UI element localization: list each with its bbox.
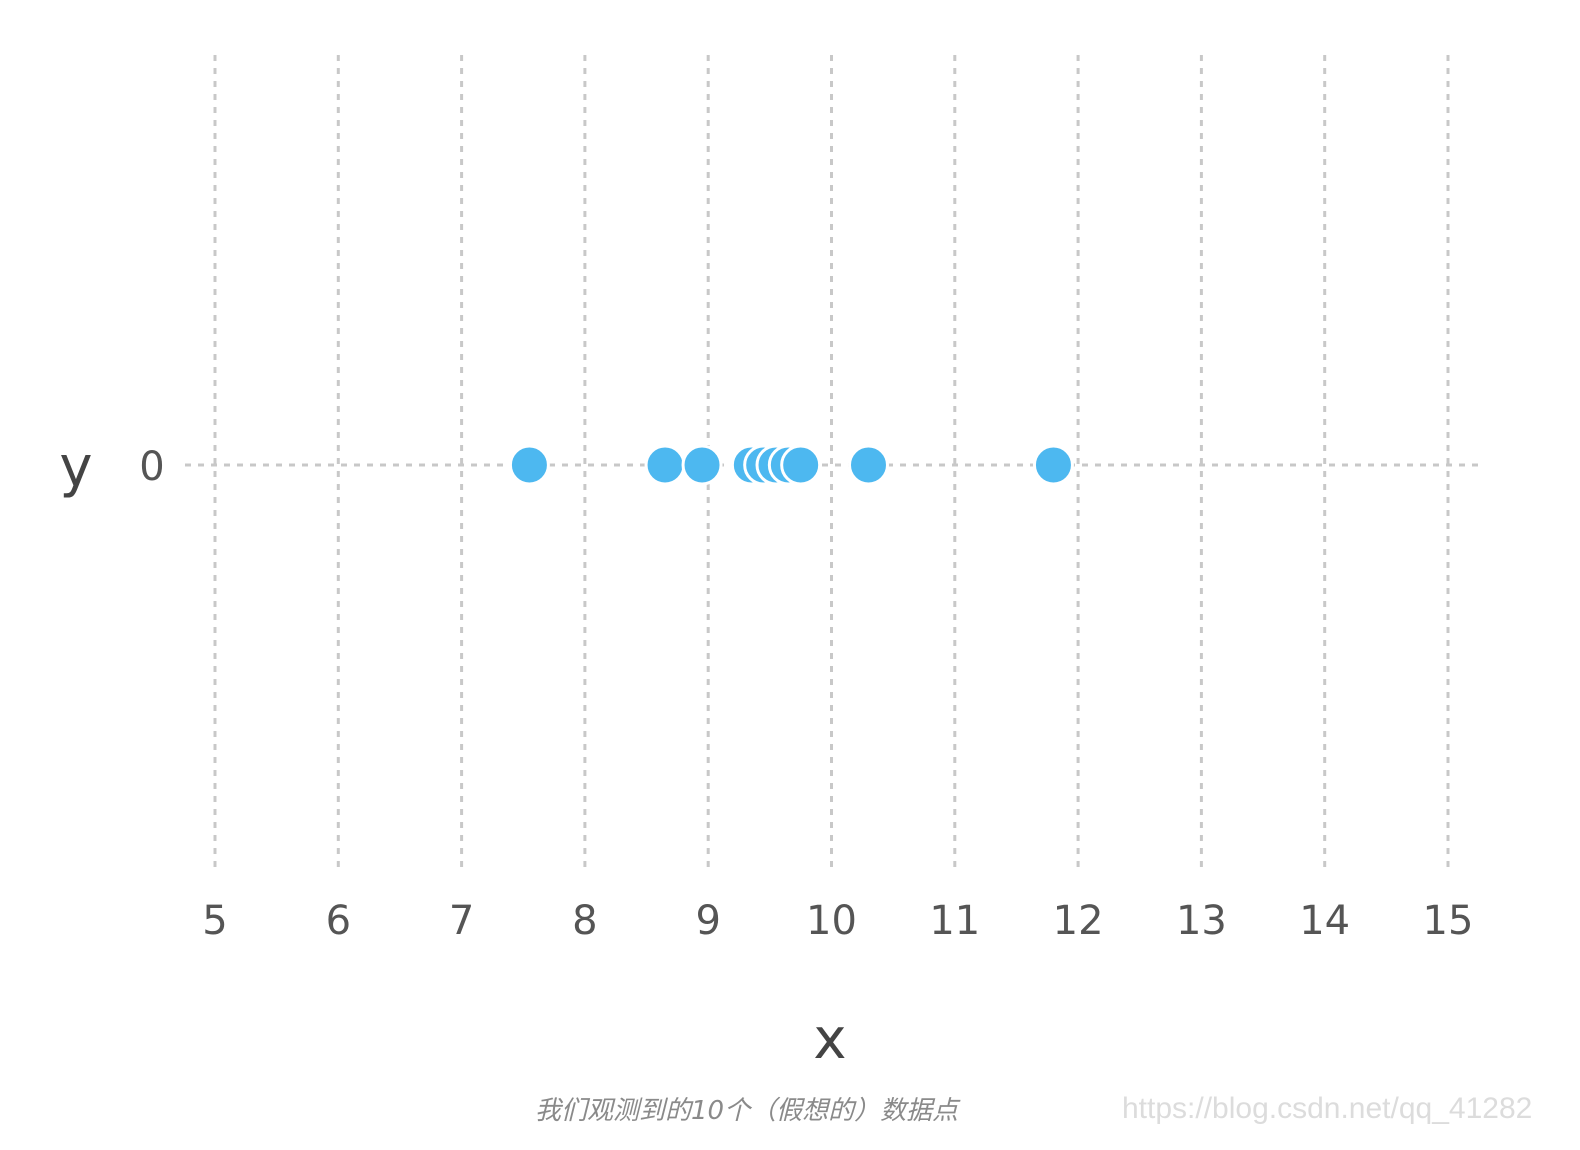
data-point xyxy=(1032,444,1074,486)
x-tick-labels: 5 6 7 8 9 10 11 12 13 14 15 xyxy=(202,898,1473,944)
x-tick-label: 8 xyxy=(572,898,597,944)
x-tick-label: 7 xyxy=(449,898,474,944)
data-point xyxy=(681,444,723,486)
x-tick-label: 9 xyxy=(695,898,720,944)
data-points xyxy=(508,444,1074,486)
data-point xyxy=(644,444,686,486)
x-tick-label: 11 xyxy=(929,898,980,944)
y-tick-labels: 0 xyxy=(139,444,164,490)
figure-caption: 我们观测到的10个（假想的）数据点 xyxy=(535,1096,959,1126)
y-axis-title: y xyxy=(59,435,92,500)
x-axis-title: x xyxy=(813,1007,846,1072)
x-tick-label: 14 xyxy=(1299,898,1350,944)
x-tick-label: 13 xyxy=(1176,898,1227,944)
x-tick-label: 10 xyxy=(806,898,857,944)
watermark-text: https://blog.csdn.net/qq_41282 xyxy=(1122,1092,1533,1125)
data-point xyxy=(508,444,550,486)
data-point xyxy=(780,444,822,486)
x-tick-label: 5 xyxy=(202,898,227,944)
x-tick-label: 15 xyxy=(1423,898,1474,944)
x-tick-label: 12 xyxy=(1053,898,1104,944)
y-tick-label: 0 xyxy=(139,444,164,490)
x-tick-label: 6 xyxy=(326,898,351,944)
data-point xyxy=(847,444,889,486)
